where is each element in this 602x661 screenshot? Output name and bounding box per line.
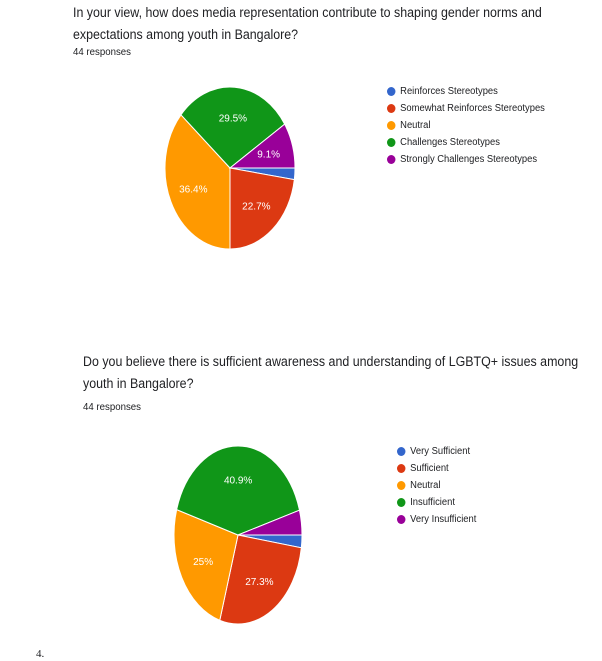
legend-color-swatch — [387, 104, 396, 113]
legend-color-swatch — [397, 498, 406, 507]
chart-1-slice-label-2: 22.7% — [242, 201, 270, 212]
chart-2-legend-item: Very Insufficient — [397, 511, 476, 528]
chart-2-slice-3 — [173, 508, 239, 622]
chart-1-slice-label-4: 29.5% — [219, 113, 247, 124]
legend-color-swatch — [397, 464, 406, 473]
legend-color-swatch — [387, 87, 396, 96]
chart-1-title: In your view, how does media representat… — [73, 5, 542, 42]
chart-2-pie: 27.3% 25% 40.9% — [173, 445, 303, 625]
chart-2-response-count: 44 responses — [83, 401, 142, 413]
chart-2-slice-2 — [219, 534, 302, 625]
legend-label: Somewhat Reinforces Stereotypes — [400, 103, 545, 114]
chart-2-legend: Very Sufficient Sufficient Neutral Insuffic… — [397, 443, 481, 528]
legend-color-swatch — [397, 447, 406, 456]
legend-color-swatch — [397, 515, 406, 524]
chart-1-slice-3 — [164, 114, 231, 250]
chart-1-response-count: 44 responses — [73, 46, 132, 58]
chart-2-title: Do you believe there is sufficient aware… — [83, 354, 579, 391]
chart-1-legend-item: Somewhat Reinforces Stereotypes — [387, 100, 545, 117]
chart-1-legend-item: Challenges Stereotypes — [387, 134, 545, 151]
legend-label: Challenges Stereotypes — [400, 137, 500, 148]
legend-color-swatch — [387, 155, 396, 164]
legend-color-swatch — [397, 481, 406, 490]
legend-label: Very Insufficient — [410, 514, 477, 525]
chart-1-slice-label-5: 9.1% — [257, 149, 280, 160]
legend-label: Reinforces Stereotypes — [400, 86, 498, 97]
chart-2-legend-item: Sufficient — [397, 460, 476, 477]
legend-label: Neutral — [400, 120, 431, 131]
legend-label: Neutral — [410, 480, 441, 491]
legend-color-swatch — [387, 121, 396, 130]
legend-color-swatch — [387, 138, 396, 147]
chart-2-slice-label-2: 27.3% — [245, 577, 273, 588]
page-number: 4. — [36, 648, 45, 660]
chart-1-slice-2 — [229, 167, 295, 250]
legend-label: Sufficient — [410, 463, 449, 474]
chart-2-legend-item: Neutral — [397, 477, 476, 494]
chart-1-pie: 22.7% 36.4% 29.5% 9.1% — [164, 86, 296, 250]
legend-label: Strongly Challenges Stereotypes — [400, 154, 538, 165]
chart-2-legend-item: Insufficient — [397, 494, 476, 511]
legend-label: Insufficient — [410, 497, 455, 508]
chart-2-legend-item: Very Sufficient — [397, 443, 476, 460]
chart-2-slice-label-3: 25% — [193, 557, 213, 568]
chart-2-slice-5 — [237, 509, 303, 536]
chart-1-legend-item: Strongly Challenges Stereotypes — [387, 151, 545, 168]
chart-2-slice-label-4: 40.9% — [224, 475, 252, 486]
chart-2-slice-4 — [176, 445, 301, 536]
chart-1-legend-item: Reinforces Stereotypes — [387, 83, 545, 100]
chart-1-slice-5 — [228, 123, 296, 169]
chart-1-slice-4 — [180, 86, 286, 169]
chart-1-slice-label-3: 36.4% — [179, 184, 207, 195]
legend-label: Very Sufficient — [410, 446, 471, 457]
chart-1-legend-item: Neutral — [387, 117, 545, 134]
chart-1-legend: Reinforces Stereotypes Somewhat Reinforce… — [387, 83, 555, 168]
